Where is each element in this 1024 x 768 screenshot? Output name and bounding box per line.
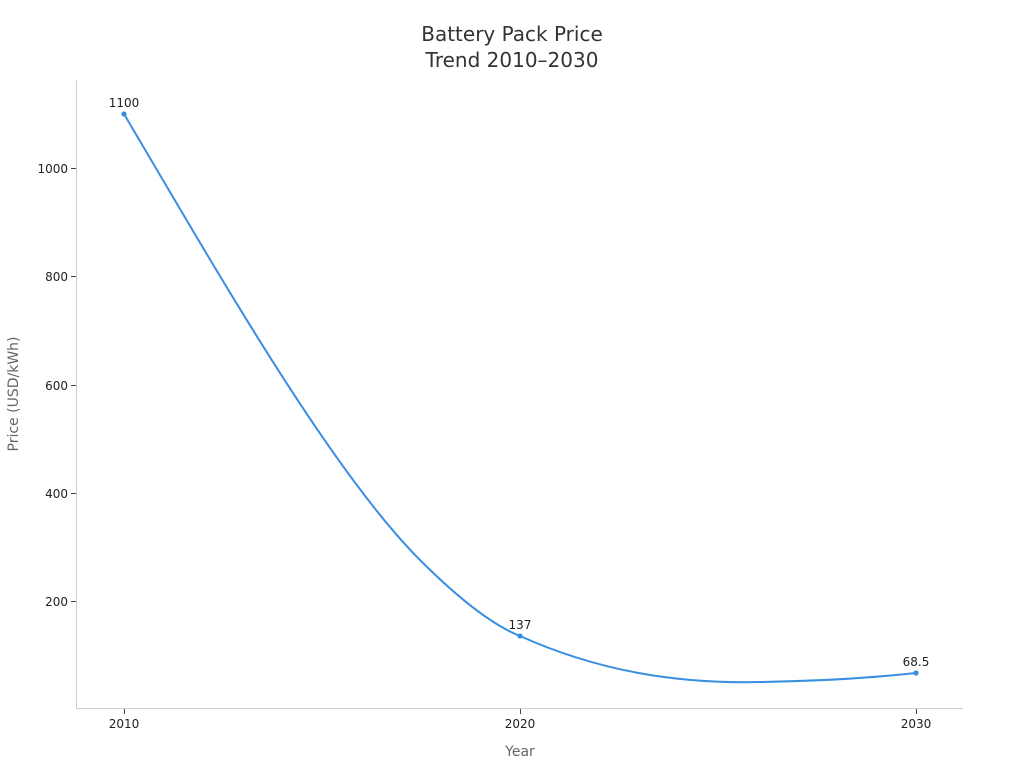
data-label-2020: 137 bbox=[509, 618, 532, 632]
data-label-2010: 1100 bbox=[109, 96, 140, 110]
data-point-2010[interactable] bbox=[121, 111, 127, 117]
chart-title-line-1: Battery Pack Price bbox=[421, 22, 603, 46]
data-label-2030: 68.5 bbox=[903, 655, 930, 669]
y-tick-label: 600 bbox=[45, 379, 68, 393]
x-tick-label: 2010 bbox=[109, 717, 140, 731]
y-tick-label: 400 bbox=[45, 487, 68, 501]
data-point-2020[interactable] bbox=[517, 633, 523, 639]
y-tick-label: 1000 bbox=[37, 162, 68, 176]
x-tick-label: 2020 bbox=[505, 717, 536, 731]
y-axis-title: Price (USD/kWh) bbox=[6, 337, 22, 452]
x-tick-label: 2030 bbox=[901, 717, 932, 731]
data-point-2030[interactable] bbox=[913, 670, 919, 676]
x-axis-title: Year bbox=[504, 744, 535, 760]
y-axis-ticks: 200 400 600 800 1000 bbox=[37, 162, 76, 609]
x-axis-ticks: 2010 2020 2030 bbox=[109, 709, 932, 731]
y-tick-label: 200 bbox=[45, 595, 68, 609]
chart-title-line-2: Trend 2010–2030 bbox=[425, 48, 599, 72]
y-tick-label: 800 bbox=[45, 270, 68, 284]
price-line-series bbox=[123, 113, 917, 684]
